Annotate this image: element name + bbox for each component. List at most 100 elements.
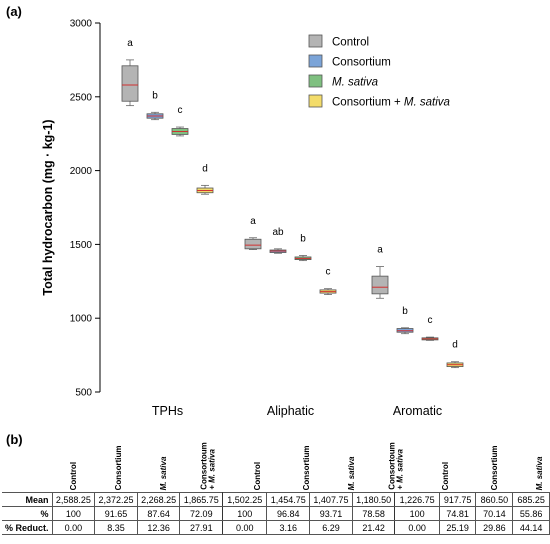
box-0-2: c — [171, 105, 189, 137]
significance-letter: c — [326, 267, 331, 278]
table-cell: 1,180.50 — [351, 492, 396, 507]
box-1-3: c — [319, 267, 337, 295]
table-cell: 93.71 — [309, 506, 353, 521]
table-row: % Reduct. 0.00 8.35 12.36 27.91 0.00 3.16 6.29 2… — [2, 520, 550, 535]
y-axis-label: Total hydrocarbon (mg · kg-1) — [41, 119, 55, 295]
box-plot-chart: (a) 500 1000 1500 2000 2500 3000 Total hydroca… — [6, 4, 464, 419]
box-1-1: ab — [269, 227, 287, 254]
table-cell: 917.75 — [438, 492, 477, 507]
significance-letter: b — [402, 306, 408, 317]
box-0-1: b — [146, 90, 164, 121]
table-cell: 1,407.75 — [309, 492, 353, 507]
column-header-text: Consortium — [113, 445, 123, 490]
summary-table: Mean 2,588.25 2,372.25 2,268.25 1,865.75 1,50… — [2, 492, 550, 535]
row-label: Mean — [2, 492, 53, 507]
significance-letter: a — [377, 245, 383, 256]
significance-letter: b — [152, 90, 158, 101]
legend-swatch — [308, 74, 323, 88]
box-2-2: c — [421, 315, 439, 341]
column-header-text: Consortoum + M. sativa — [199, 442, 217, 490]
legend-label: M. sativa — [332, 77, 378, 89]
column-header-text: Consortium — [301, 445, 311, 490]
y-tick-label: 3000 — [70, 19, 93, 30]
column-header: M. sativa — [144, 436, 184, 490]
y-tick-label: 500 — [75, 388, 92, 399]
y-tick-label: 1500 — [70, 240, 93, 251]
table-cell: 2,372.25 — [94, 492, 138, 507]
table-cell: 91.65 — [94, 506, 138, 521]
legend-label: Consortium — [332, 57, 391, 69]
table-cell: 100 — [222, 506, 268, 521]
table-cell: 1,454.75 — [266, 492, 311, 507]
table-cell: 44.14 — [512, 520, 550, 535]
row-label: % Reduct. — [2, 520, 53, 535]
table-cell: 0.00 — [51, 520, 96, 535]
box-0-3: d — [196, 163, 214, 195]
box-0-0: a — [121, 38, 139, 107]
legend-label: Consortium + M. sativa — [332, 97, 450, 109]
significance-letter: ab — [272, 227, 284, 238]
column-header-text: Control — [68, 461, 78, 490]
column-header: Control — [54, 436, 94, 490]
column-header: Consortium — [99, 436, 139, 490]
legend-swatch — [308, 94, 323, 108]
table-cell: 27.91 — [179, 520, 224, 535]
column-header-text: Control — [252, 461, 262, 490]
axes: 500 1000 1500 2000 2500 3000 Total hydrocarbon… — [41, 19, 442, 419]
table-cell: 1,865.75 — [179, 492, 224, 507]
legend: Control Consortium M. sativa Consortium + M… — [308, 34, 450, 109]
box-1-0: a — [244, 216, 262, 250]
panel-b-label: (b) — [6, 432, 23, 447]
row-label: % — [2, 506, 53, 521]
significance-letter: c — [178, 105, 183, 116]
column-header-text: Control — [440, 461, 450, 490]
column-header: M. sativa — [332, 436, 372, 490]
column-header: Control — [238, 436, 278, 490]
column-header: Consortium — [287, 436, 327, 490]
column-header: Control — [426, 436, 466, 490]
table-cell: 12.36 — [136, 520, 181, 535]
table-row: Mean 2,588.25 2,372.25 2,268.25 1,865.75 1,50… — [2, 492, 550, 507]
column-header-text: M. sativa — [158, 456, 168, 490]
x-category-label: TPHs — [152, 404, 183, 418]
significance-letter: d — [202, 163, 208, 174]
box-1-2: b — [294, 233, 312, 262]
table-cell: 55.86 — [512, 506, 550, 521]
box-iqr — [371, 275, 389, 295]
significance-letter: d — [452, 340, 458, 351]
column-header: M. sativa — [520, 436, 550, 490]
box-2-1: b — [396, 306, 414, 335]
table-cell: 1,226.75 — [394, 492, 440, 507]
table-cell: 6.29 — [309, 520, 353, 535]
panel-a-label: (a) — [6, 4, 22, 19]
table-cell: 87.64 — [136, 506, 181, 521]
significance-letter: a — [250, 216, 256, 227]
table-row: % 100 91.65 87.64 72.09 100 96.84 93.71 78.58 100… — [2, 506, 550, 521]
y-tick-label: 2500 — [70, 92, 93, 103]
x-category-label: Aromatic — [393, 404, 442, 418]
table-cell: 74.81 — [438, 506, 477, 521]
column-header: Consortoum + M. sativa — [189, 436, 229, 490]
table-cell: 70.14 — [475, 506, 514, 521]
legend-swatch — [308, 54, 323, 68]
box-2-3: d — [446, 340, 464, 369]
table-cell: 96.84 — [266, 506, 311, 521]
significance-letter: a — [127, 38, 133, 49]
table-cell: 8.35 — [94, 520, 138, 535]
table-cell: 0.00 — [222, 520, 268, 535]
table-cell: 1,502.25 — [222, 492, 268, 507]
box-2-0: a — [371, 245, 389, 299]
significance-letter: b — [300, 233, 306, 244]
column-header-text: Consortium — [489, 445, 499, 490]
box-iqr — [244, 238, 262, 250]
summary-table-panel: (b) Control Consortium M. sativa Consortoum… — [0, 432, 550, 544]
table-cell: 0.00 — [394, 520, 440, 535]
table-cell: 29.86 — [475, 520, 514, 535]
table-cell: 860.50 — [475, 492, 514, 507]
table-cell: 2,268.25 — [136, 492, 181, 507]
table-cell: 100 — [394, 506, 440, 521]
legend-swatch — [308, 34, 323, 48]
column-header-text: M. sativa — [346, 456, 356, 490]
table-cell: 2,588.25 — [51, 492, 96, 507]
x-category-label: Aliphatic — [267, 404, 314, 418]
